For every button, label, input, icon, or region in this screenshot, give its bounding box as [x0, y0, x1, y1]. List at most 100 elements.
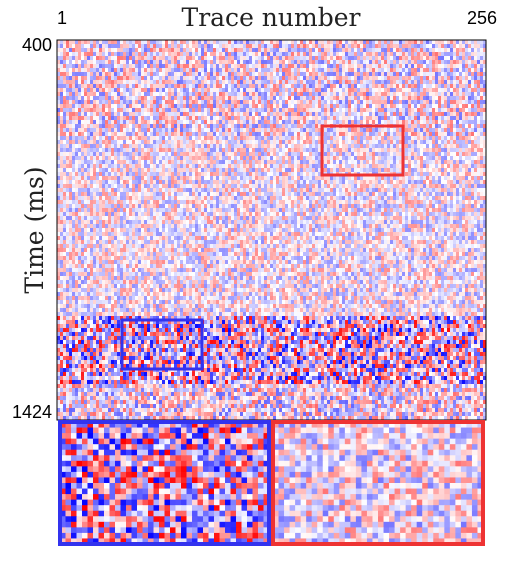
pixel	[372, 72, 376, 77]
pixel	[246, 176, 250, 181]
pixel	[387, 104, 391, 109]
pixel	[135, 140, 139, 145]
pixel	[66, 156, 70, 161]
pixel	[462, 120, 466, 125]
pixel	[450, 128, 454, 133]
pixel	[294, 40, 298, 45]
pixel	[186, 44, 190, 49]
pixel	[69, 164, 73, 169]
pixel	[267, 160, 271, 165]
pixel	[444, 140, 448, 145]
pixel	[375, 56, 379, 61]
pixel	[261, 40, 265, 45]
pixel	[156, 168, 160, 173]
pixel	[282, 144, 286, 149]
pixel	[213, 112, 217, 117]
pixel	[147, 112, 151, 117]
pixel	[300, 144, 304, 149]
pixel	[327, 132, 331, 137]
pixel	[96, 144, 100, 149]
pixel	[297, 108, 301, 113]
pixel	[123, 112, 127, 117]
pixel	[108, 48, 112, 53]
pixel	[177, 104, 181, 109]
pixel	[132, 172, 136, 177]
pixel	[108, 176, 112, 181]
pixel	[330, 140, 334, 145]
pixel	[201, 144, 205, 149]
pixel	[72, 56, 76, 61]
pixel	[138, 96, 142, 101]
pixel	[357, 68, 361, 73]
pixel	[447, 56, 451, 61]
pixel	[297, 172, 301, 177]
pixel	[186, 84, 190, 89]
pixel	[450, 92, 454, 97]
pixel	[267, 168, 271, 173]
pixel	[474, 64, 478, 69]
pixel	[75, 144, 79, 149]
pixel	[294, 52, 298, 57]
pixel	[321, 52, 325, 57]
pixel	[378, 72, 382, 77]
pixel	[243, 164, 247, 169]
pixel	[150, 140, 154, 145]
pixel	[99, 108, 103, 113]
pixel	[156, 124, 160, 129]
pixel	[303, 164, 307, 169]
pixel	[114, 80, 118, 85]
pixel	[291, 80, 295, 85]
pixel	[309, 148, 313, 153]
pixel	[381, 136, 385, 141]
pixel	[168, 64, 172, 69]
pixel	[363, 56, 367, 61]
pixel	[174, 152, 178, 157]
pixel	[141, 152, 145, 157]
pixel	[483, 128, 487, 133]
pixel	[294, 60, 298, 65]
pixel	[318, 52, 322, 57]
pixel	[75, 140, 79, 145]
pixel	[231, 116, 235, 121]
pixel	[90, 68, 94, 73]
pixel	[345, 64, 349, 69]
pixel	[90, 72, 94, 77]
pixel	[264, 148, 268, 153]
pixel	[282, 164, 286, 169]
pixel	[273, 172, 277, 177]
pixel	[480, 172, 484, 177]
pixel	[423, 104, 427, 109]
pixel	[165, 164, 169, 169]
pixel	[474, 68, 478, 73]
pixel	[414, 168, 418, 173]
pixel	[459, 152, 463, 157]
pixel	[399, 152, 403, 157]
pixel	[81, 96, 85, 101]
pixel	[165, 116, 169, 121]
pixel	[174, 84, 178, 89]
pixel	[264, 48, 268, 53]
pixel	[57, 172, 61, 177]
pixel	[333, 44, 337, 49]
pixel	[270, 120, 274, 125]
pixel	[447, 172, 451, 177]
pixel	[261, 96, 265, 101]
pixel	[474, 172, 478, 177]
pixel	[177, 72, 181, 77]
pixel	[363, 64, 367, 69]
pixel	[105, 104, 109, 109]
pixel	[123, 84, 127, 89]
pixel	[60, 68, 64, 73]
pixel	[318, 40, 322, 45]
pixel	[78, 120, 82, 125]
pixel	[150, 40, 154, 45]
pixel	[165, 56, 169, 61]
pixel	[192, 100, 196, 105]
pixel	[261, 104, 265, 109]
pixel	[123, 48, 127, 53]
pixel	[435, 144, 439, 149]
pixel	[315, 80, 319, 85]
pixel	[162, 136, 166, 141]
pixel	[204, 96, 208, 101]
pixel	[312, 40, 316, 45]
